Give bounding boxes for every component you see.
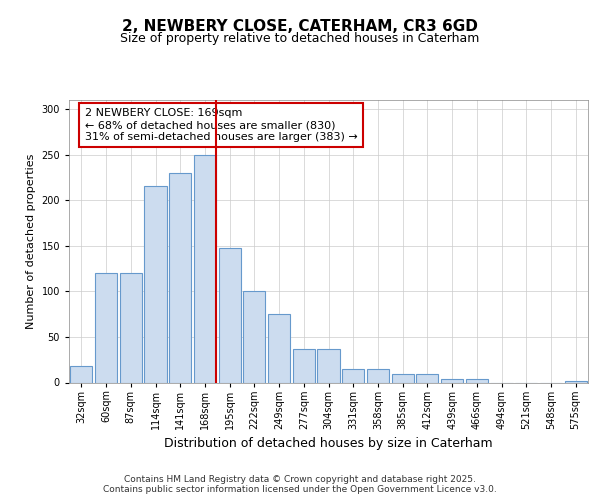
Bar [367, 369, 389, 382]
Y-axis label: Number of detached properties: Number of detached properties [26, 154, 36, 329]
Text: Size of property relative to detached houses in Caterham: Size of property relative to detached ho… [121, 32, 479, 45]
Bar [565, 380, 587, 382]
Bar [169, 173, 191, 382]
Bar [243, 292, 265, 382]
Bar [194, 154, 216, 382]
Bar [466, 379, 488, 382]
Bar [268, 314, 290, 382]
Bar [145, 186, 167, 382]
Text: 2, NEWBERY CLOSE, CATERHAM, CR3 6GD: 2, NEWBERY CLOSE, CATERHAM, CR3 6GD [122, 19, 478, 34]
Bar [317, 349, 340, 382]
Bar [392, 374, 414, 382]
Text: 2 NEWBERY CLOSE: 169sqm
← 68% of detached houses are smaller (830)
31% of semi-d: 2 NEWBERY CLOSE: 169sqm ← 68% of detache… [85, 108, 358, 142]
Bar [119, 273, 142, 382]
Text: Contains HM Land Registry data © Crown copyright and database right 2025.
Contai: Contains HM Land Registry data © Crown c… [103, 474, 497, 494]
Bar [218, 248, 241, 382]
Bar [342, 369, 364, 382]
Bar [293, 349, 315, 382]
Bar [416, 374, 439, 382]
Bar [70, 366, 92, 382]
Bar [95, 273, 117, 382]
X-axis label: Distribution of detached houses by size in Caterham: Distribution of detached houses by size … [164, 438, 493, 450]
Bar [441, 379, 463, 382]
